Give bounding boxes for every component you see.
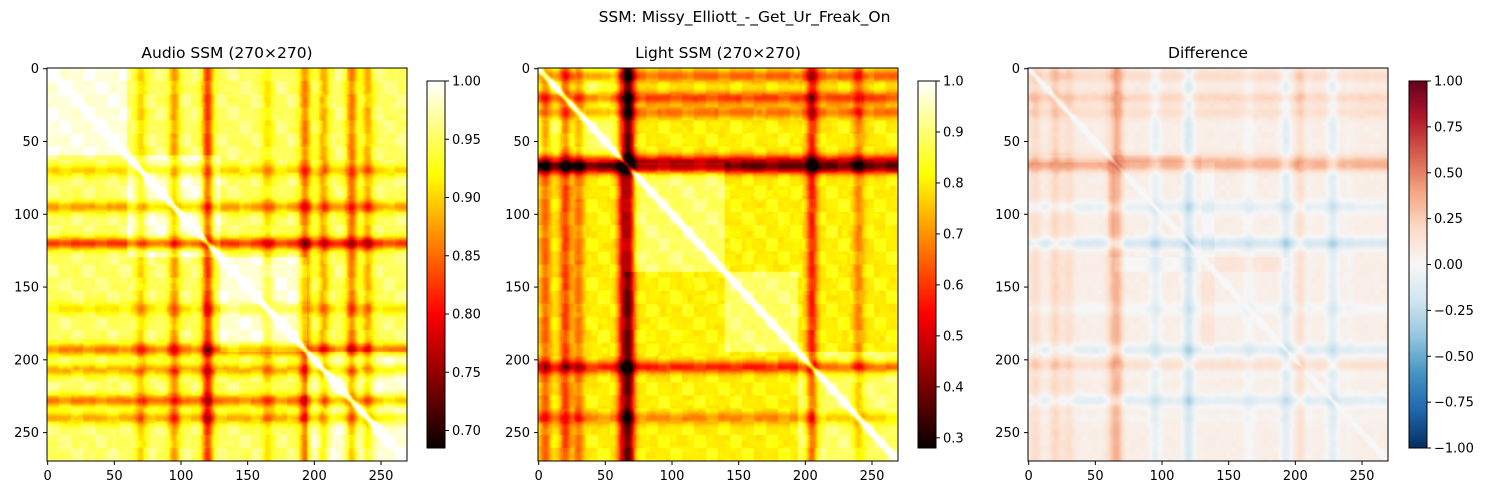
colorbar-tick-label: 0.3 — [943, 431, 964, 446]
panel-title-light: Light SSM (270×270) — [635, 44, 801, 62]
y-tick-label: 150 — [995, 281, 1020, 296]
x-tick-label: 50 — [106, 469, 123, 484]
panel-title-audio: Audio SSM (270×270) — [141, 44, 313, 62]
x-tick-label: 0 — [44, 469, 52, 484]
y-tick-label: 50 — [513, 135, 530, 150]
figure-title: SSM: Missy_Elliott_-_Get_Ur_Freak_On — [598, 8, 891, 26]
x-tick-label: 0 — [535, 469, 543, 484]
colorbar-light — [918, 81, 936, 448]
x-tick-label: 150 — [235, 469, 260, 484]
colorbar-tick-label: 0.50 — [1434, 166, 1463, 181]
y-tick-label: 150 — [14, 281, 39, 296]
x-tick-label: 50 — [597, 469, 614, 484]
colorbar-audio — [427, 81, 445, 448]
colorbar-tick-label: −0.50 — [1434, 350, 1474, 365]
y-tick-label: 200 — [995, 353, 1020, 368]
y-tick-label: 250 — [14, 426, 39, 441]
colorbar-tick-label: 0.5 — [943, 329, 964, 344]
heatmap-difference — [1028, 68, 1388, 461]
x-tick-label: 250 — [1350, 469, 1375, 484]
colorbar-tick-label: 0.9 — [943, 125, 964, 140]
x-tick-label: 150 — [726, 469, 751, 484]
x-tick-label: 200 — [793, 469, 818, 484]
heatmap-audio — [47, 68, 407, 461]
x-tick-label: 100 — [1150, 469, 1175, 484]
colorbar-tick-label: −0.75 — [1434, 396, 1474, 411]
x-tick-label: 50 — [1087, 469, 1104, 484]
panel-light: 0 50 100 150 200 250 0 50 100 150 200 250 1.0 0.9 0.8 0… — [505, 62, 964, 484]
y-tick-label: 100 — [14, 208, 39, 223]
colorbar-tick-label: 0.75 — [452, 366, 481, 381]
panel-audio: 0 50 100 150 200 250 0 50 100 150 200 250 1.00 0.95 0.… — [14, 62, 481, 484]
y-tick-label: 200 — [505, 353, 530, 368]
x-tick-label: 0 — [1025, 469, 1033, 484]
panel-title-difference: Difference — [1168, 44, 1248, 62]
colorbar-tick-label: 0.70 — [452, 424, 481, 439]
colorbar-tick-label: 0.25 — [1434, 212, 1463, 227]
colorbar-frame — [426, 80, 446, 449]
y-tick-label: 150 — [505, 281, 530, 296]
colorbar-tick-label: 1.00 — [452, 75, 481, 90]
axes-frame — [46, 67, 408, 462]
x-tick-label: 200 — [1283, 469, 1308, 484]
colorbar-tick-label: 1.00 — [1434, 75, 1463, 90]
colorbar-tick-label: 0.75 — [1434, 120, 1463, 135]
axes-frame — [1027, 67, 1389, 462]
colorbar-difference — [1409, 81, 1427, 448]
y-tick-label: 200 — [14, 353, 39, 368]
y-tick-label: 0 — [522, 62, 530, 77]
colorbar-tick-label: 0.7 — [943, 227, 964, 242]
y-tick-label: 250 — [995, 426, 1020, 441]
x-tick-label: 100 — [169, 469, 194, 484]
colorbar-tick-label: 0.8 — [943, 176, 964, 191]
x-tick-label: 150 — [1216, 469, 1241, 484]
y-tick-label: 100 — [995, 208, 1020, 223]
y-tick-label: 50 — [1003, 135, 1020, 150]
colorbar-tick-label: 1.0 — [943, 75, 964, 90]
y-tick-label: 100 — [505, 208, 530, 223]
heatmap-light — [538, 68, 898, 461]
y-tick-label: 0 — [31, 62, 39, 77]
colorbar-tick-label: 0.90 — [452, 191, 481, 206]
colorbar-tick-label: 0.95 — [452, 133, 481, 148]
colorbar-tick-label: 0.00 — [1434, 258, 1463, 273]
colorbar-frame — [917, 80, 937, 449]
x-tick-label: 250 — [369, 469, 394, 484]
x-tick-label: 200 — [302, 469, 327, 484]
colorbar-tick-label: 0.85 — [452, 249, 481, 264]
colorbar-tick-label: 0.6 — [943, 278, 964, 293]
colorbar-tick-label: −0.25 — [1434, 304, 1474, 319]
panel-difference: 0 50 100 150 200 250 0 50 100 150 200 250 1.00 0.75 0.… — [995, 62, 1474, 484]
y-tick-label: 0 — [1012, 62, 1020, 77]
x-tick-label: 100 — [660, 469, 685, 484]
colorbar-tick-label: 0.80 — [452, 308, 481, 323]
axes-frame — [537, 67, 899, 462]
y-tick-label: 250 — [505, 426, 530, 441]
colorbar-tick-label: −1.00 — [1434, 442, 1474, 457]
x-tick-label: 250 — [860, 469, 885, 484]
y-tick-label: 50 — [22, 135, 39, 150]
colorbar-tick-label: 0.4 — [943, 380, 964, 395]
